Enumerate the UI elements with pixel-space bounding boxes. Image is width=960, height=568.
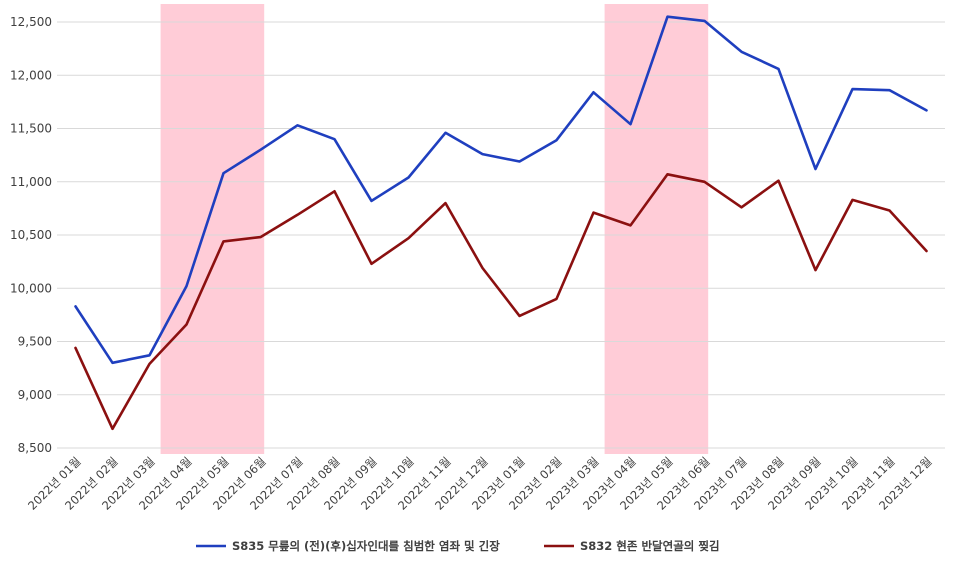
y-axis-tick-labels: 8,500 9,000 9,500 10,000 10,500 11,000 11,500 1… [10, 15, 52, 455]
highlight-bands [160, 4, 709, 454]
series-line-1 [74, 15, 928, 365]
legend: S835 무릎의 (전)(후)십자인대를 침범한 염좌 및 긴장 S832 현존 … [196, 539, 720, 553]
y-tick-label: 9,000 [18, 388, 52, 402]
y-tick-label: 10,500 [10, 228, 52, 242]
highlight-band-2 [604, 4, 709, 454]
gridlines [57, 21, 945, 449]
y-tick-label: 12,000 [10, 68, 52, 82]
y-tick-label: 11,000 [10, 175, 52, 189]
series-line-2 [74, 173, 928, 431]
series-lines [74, 15, 928, 431]
y-tick-label: 11,500 [10, 122, 52, 136]
highlight-band-1 [160, 4, 265, 454]
y-tick-label: 8,500 [18, 441, 52, 455]
legend-label-2: S832 현존 반달연골의 찢김 [580, 539, 720, 553]
y-tick-label: 10,000 [10, 281, 52, 295]
legend-label-1: S835 무릎의 (전)(후)십자인대를 침범한 염좌 및 긴장 [232, 539, 500, 553]
y-tick-label: 12,500 [10, 15, 52, 29]
y-tick-label: 9,500 [18, 335, 52, 349]
